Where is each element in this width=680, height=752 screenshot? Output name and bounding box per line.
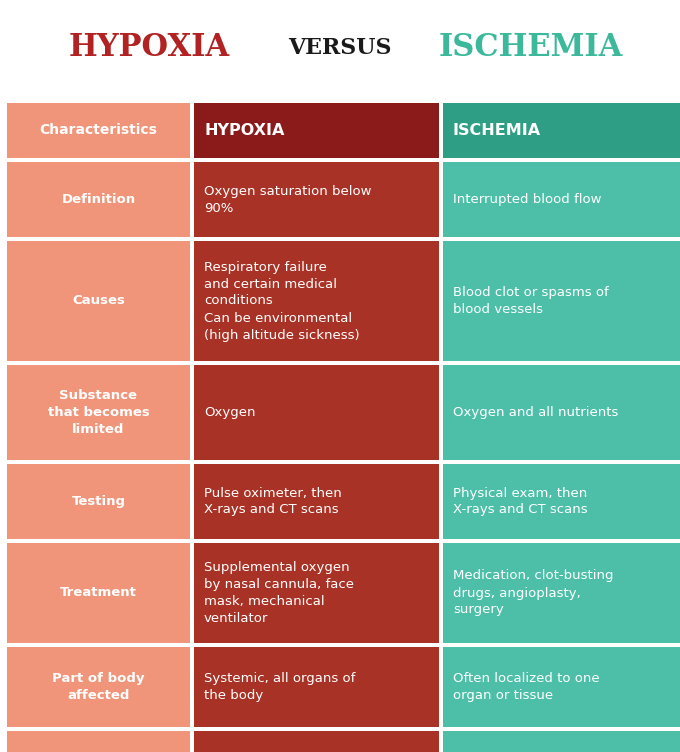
Text: Part of body
affected: Part of body affected <box>52 672 145 702</box>
Text: Testing: Testing <box>71 495 126 508</box>
Bar <box>194 731 439 752</box>
Text: Characteristics: Characteristics <box>39 123 158 138</box>
Text: Physical exam, then
X-rays and CT scans: Physical exam, then X-rays and CT scans <box>453 487 588 517</box>
Text: HYPOXIA: HYPOXIA <box>69 32 230 63</box>
Bar <box>443 241 680 361</box>
Bar <box>7 162 190 237</box>
Bar <box>7 241 190 361</box>
Bar <box>7 543 190 643</box>
Text: Blood clot or spasms of
blood vessels: Blood clot or spasms of blood vessels <box>453 286 609 316</box>
Text: Oxygen saturation below
90%: Oxygen saturation below 90% <box>204 184 371 214</box>
Text: Causes: Causes <box>72 295 125 308</box>
Bar <box>194 241 439 361</box>
Bar <box>7 464 190 539</box>
Text: HYPOXIA: HYPOXIA <box>204 123 284 138</box>
Text: Definition: Definition <box>61 193 135 206</box>
Text: Substance
that becomes
limited: Substance that becomes limited <box>48 389 150 436</box>
Bar <box>7 365 190 460</box>
Bar <box>194 103 439 158</box>
Text: Systemic, all organs of
the body: Systemic, all organs of the body <box>204 672 356 702</box>
Text: Supplemental oxygen
by nasal cannula, face
mask, mechanical
ventilator: Supplemental oxygen by nasal cannula, fa… <box>204 561 354 625</box>
Text: VERSUS: VERSUS <box>288 37 392 59</box>
Bar <box>194 464 439 539</box>
Text: Oxygen and all nutrients: Oxygen and all nutrients <box>453 406 618 419</box>
Bar <box>443 464 680 539</box>
Text: Pulse oximeter, then
X-rays and CT scans: Pulse oximeter, then X-rays and CT scans <box>204 487 342 517</box>
Bar <box>194 365 439 460</box>
Text: ISCHEMIA: ISCHEMIA <box>453 123 541 138</box>
Bar <box>443 103 680 158</box>
Bar <box>7 731 190 752</box>
Bar <box>443 365 680 460</box>
Bar <box>443 647 680 727</box>
Text: Often localized to one
organ or tissue: Often localized to one organ or tissue <box>453 672 600 702</box>
Bar <box>194 162 439 237</box>
Bar <box>443 731 680 752</box>
Text: Interrupted blood flow: Interrupted blood flow <box>453 193 602 206</box>
Bar <box>194 543 439 643</box>
Text: Oxygen: Oxygen <box>204 406 256 419</box>
Bar <box>7 103 190 158</box>
Text: Treatment: Treatment <box>60 587 137 599</box>
Bar <box>194 647 439 727</box>
Text: ISCHEMIA: ISCHEMIA <box>439 32 622 63</box>
Bar <box>443 162 680 237</box>
Bar <box>7 647 190 727</box>
Bar <box>443 543 680 643</box>
Text: Medication, clot-busting
drugs, angioplasty,
surgery: Medication, clot-busting drugs, angiopla… <box>453 569 613 617</box>
Text: Respiratory failure
and certain medical
conditions
Can be environmental
(high al: Respiratory failure and certain medical … <box>204 260 360 341</box>
